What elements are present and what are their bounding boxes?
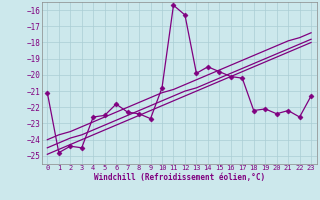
X-axis label: Windchill (Refroidissement éolien,°C): Windchill (Refroidissement éolien,°C) xyxy=(94,173,265,182)
